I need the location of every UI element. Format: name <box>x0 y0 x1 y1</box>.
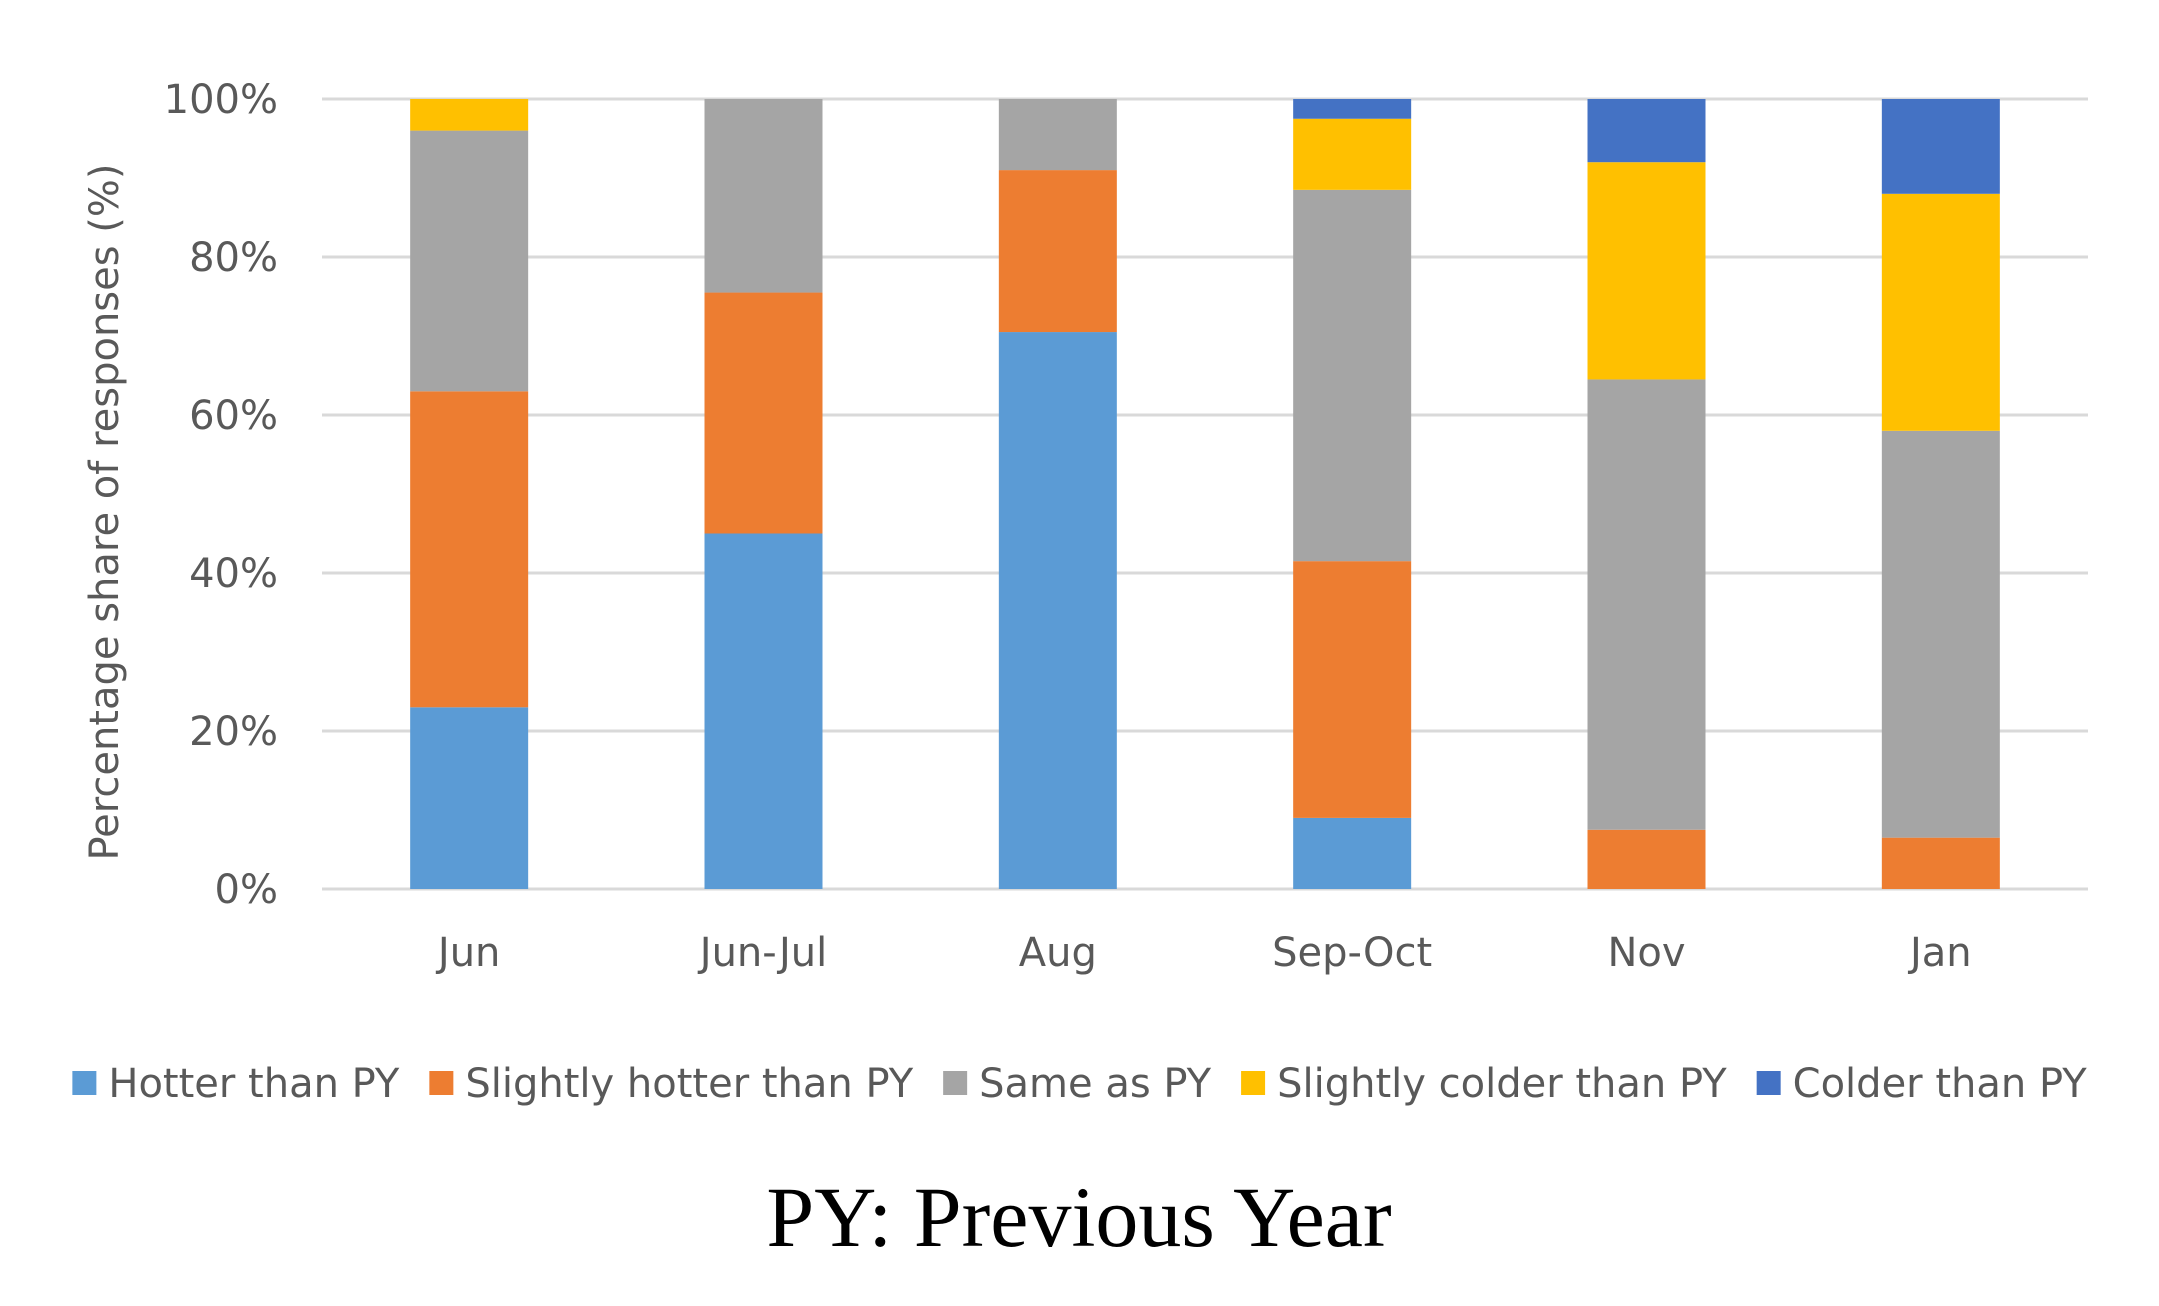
bar-segment-jan-series-3 <box>1881 193 2000 431</box>
bar-segment-jun-series-3 <box>410 99 529 131</box>
x-category-label: Jan <box>1907 930 1972 976</box>
y-tick-label: 0% <box>215 867 278 913</box>
bar-segment-jun-series-0 <box>410 707 529 889</box>
x-category-label: Sep-Oct <box>1272 930 1432 976</box>
bar-segment-sep-oct-series-4 <box>1293 99 1412 119</box>
bar-segment-nov-series-4 <box>1587 99 1706 163</box>
gridlines <box>322 97 2088 891</box>
bar-segment-sep-oct-series-2 <box>1293 189 1412 562</box>
bar-segment-jan-series-4 <box>1881 99 2000 194</box>
legend-label: Slightly colder than PY <box>1277 1061 1727 1107</box>
bar-segment-jan-series-2 <box>1881 430 2000 838</box>
bar-segment-nov-series-3 <box>1587 162 1706 380</box>
bar-segment-jun-series-1 <box>410 391 529 708</box>
bar-segment-aug-series-2 <box>998 99 1117 171</box>
x-category-label: Aug <box>1019 930 1097 976</box>
legend-item: Slightly colder than PY <box>1241 1061 1727 1107</box>
bar-segment-nov-series-1 <box>1587 829 1706 889</box>
bar-segment-jun-jul-series-0 <box>704 533 823 889</box>
legend: Hotter than PY Slightly hotter than PY Sam… <box>72 1061 2087 1107</box>
bar-segment-jun-jul-series-2 <box>704 99 823 293</box>
y-tick-label: 80% <box>189 235 278 281</box>
legend-label: Slightly hotter than PY <box>465 1061 913 1107</box>
bar-segment-jun-jul-series-1 <box>704 292 823 534</box>
caption: PY: Previous Year <box>766 1169 1391 1265</box>
legend-item: Colder than PY <box>1756 1061 2088 1107</box>
y-axis-ticks: 0% 20% 40% 60% 80% 100% <box>164 77 278 913</box>
y-axis-title: Percentage share of responses (%) <box>82 163 128 860</box>
bar-segment-sep-oct-series-0 <box>1293 817 1412 889</box>
bar-segment-jun-series-2 <box>410 130 529 392</box>
y-tick-label: 100% <box>164 77 278 123</box>
legend-swatch <box>1241 1071 1266 1095</box>
legend-swatch <box>72 1071 97 1095</box>
bar-segment-jan-series-1 <box>1881 837 2000 889</box>
x-category-label: Jun <box>435 930 501 976</box>
y-tick-label: 20% <box>189 709 278 755</box>
bar-segment-sep-oct-series-1 <box>1293 561 1412 818</box>
x-category-label: Jun-Jul <box>697 930 827 976</box>
legend-item: Hotter than PY <box>72 1061 400 1107</box>
bar-segment-aug-series-0 <box>998 332 1117 889</box>
x-axis-categories: Jun Jun-Jul Aug Sep-Oct Nov Jan <box>435 930 1972 976</box>
bars <box>410 99 2000 889</box>
bar-segment-aug-series-1 <box>998 170 1117 333</box>
bar-segment-sep-oct-series-3 <box>1293 118 1412 190</box>
bar-segment-nov-series-2 <box>1587 379 1706 830</box>
legend-label: Same as PY <box>979 1061 1212 1107</box>
legend-item: Slightly hotter than PY <box>429 1061 914 1107</box>
y-tick-label: 60% <box>189 393 278 439</box>
legend-swatch <box>943 1071 968 1095</box>
legend-label: Colder than PY <box>1793 1061 2088 1107</box>
legend-swatch <box>429 1071 454 1095</box>
legend-label: Hotter than PY <box>108 1061 400 1107</box>
legend-item: Same as PY <box>943 1061 1212 1107</box>
y-tick-label: 40% <box>189 551 278 597</box>
legend-swatch <box>1756 1071 1781 1095</box>
x-category-label: Nov <box>1607 930 1685 976</box>
